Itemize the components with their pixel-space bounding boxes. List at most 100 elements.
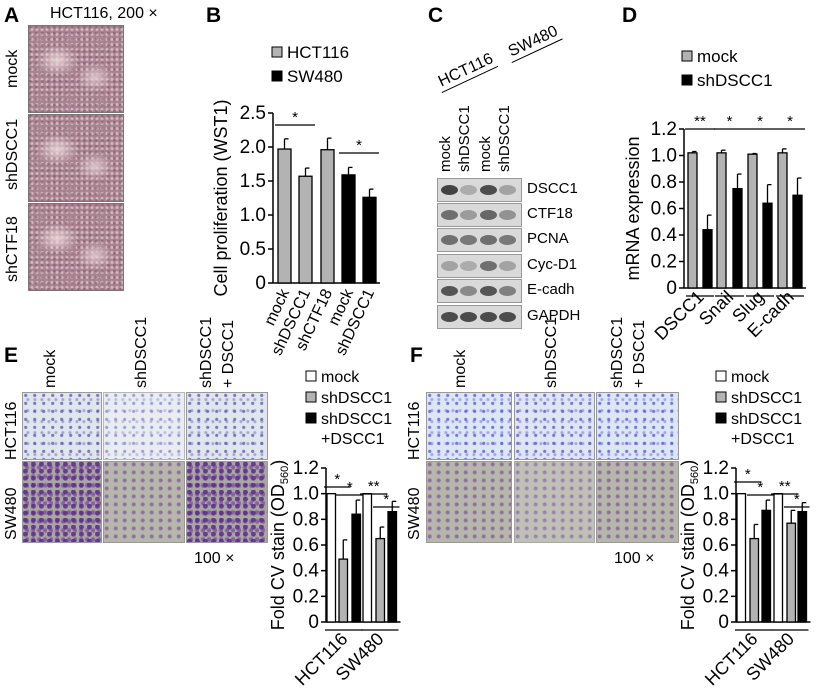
bar [387, 510, 398, 623]
y-tick-label: 1.2 [293, 458, 319, 479]
protein-label: E-cadh [527, 281, 575, 298]
micrograph-e-hct116-rescue [186, 392, 268, 460]
legend-swatch [715, 412, 727, 424]
y-axis-label-text: mRNA expression [623, 136, 643, 280]
blot-band [460, 286, 477, 296]
y-tick-label: 2.0 [240, 137, 266, 158]
y-axis-label: Fold CV stain (OD560) [268, 460, 291, 630]
significance-label: * [356, 137, 362, 154]
blot-band [499, 185, 516, 195]
blot-band [499, 210, 516, 220]
legend-swatch [715, 370, 727, 382]
blot-row-cyc-d1 [437, 254, 522, 278]
blot-band [480, 210, 497, 220]
legend-label: shDSCC1 [321, 390, 392, 407]
y-tick-label: 1.0 [651, 146, 677, 167]
magnification-label-f: 100 × [614, 550, 655, 567]
bar [761, 509, 772, 623]
bar [375, 537, 386, 623]
protein-label: Cyc-D1 [527, 256, 578, 273]
y-tick-label: 1.2 [703, 458, 729, 479]
y-tick-label: 0.4 [703, 561, 730, 582]
blot-band [441, 261, 458, 271]
bar [797, 510, 808, 623]
micrograph-e-hct116-mock [22, 392, 102, 460]
bar [320, 149, 335, 284]
legend-label: shDSCC1 [321, 411, 392, 428]
legend-label: mock [697, 47, 738, 66]
blot-band [441, 235, 458, 245]
blot-band [499, 312, 516, 322]
legend-label: shDSCC1 [731, 390, 802, 407]
chart-f: 00.20.40.60.81.01.2 ** ***HCT116SW480Fold … [678, 369, 811, 689]
y-tick-label: 0.6 [293, 535, 319, 556]
bar [732, 187, 743, 289]
blot-band [480, 286, 497, 296]
y-tick-label: 0.2 [651, 252, 677, 273]
significance-label: * [383, 491, 389, 508]
y-axis-label-end: ) [678, 460, 698, 466]
significance-label: * [794, 491, 800, 508]
y-tick-label: 0.8 [703, 509, 729, 530]
bar [326, 493, 337, 623]
y-tick-label: 0 [255, 273, 266, 294]
micrograph-e-sw480-shdscc1 [103, 461, 185, 543]
blot-band [460, 185, 477, 195]
y-tick-label: 0.2 [293, 586, 319, 607]
blot-band [441, 312, 458, 322]
y-tick-label: 0.6 [703, 535, 729, 556]
legend-swatch [305, 391, 317, 403]
y-tick-label: 0.4 [651, 225, 678, 246]
panel-label-d: D [622, 4, 638, 27]
legend-swatch [305, 412, 317, 424]
chart-b: 00.51.01.52.02.5 **mockshDSCC1shCTF18mock… [211, 43, 380, 358]
micrograph-shdscc1 [28, 114, 124, 202]
legend-label: HCT116 [287, 43, 349, 62]
micrograph-f-sw480-shdscc1 [514, 461, 595, 543]
protein-label: CTF18 [527, 205, 573, 222]
blot-band [441, 185, 458, 195]
bar [777, 152, 788, 289]
y-tick-label: 0.8 [293, 509, 319, 530]
legend-swatch [305, 370, 317, 382]
panel-a-title: HCT116, 200 × [50, 5, 158, 22]
blot-band [499, 235, 516, 245]
bar [298, 175, 313, 284]
protein-label: PCNA [527, 230, 569, 247]
y-axis-label-text: Fold CV stain (OD [268, 484, 288, 630]
bar [702, 229, 713, 289]
bar [716, 152, 727, 289]
y-axis-label: mRNA expression [623, 136, 643, 280]
blot-band [460, 235, 477, 245]
y-tick-label: 1.2 [651, 119, 677, 140]
significance-label: * [334, 471, 340, 488]
bar [362, 493, 373, 623]
blot-band [480, 235, 497, 245]
y-axis-label-text: Cell proliferation (WST1) [211, 99, 231, 296]
legend-label: mock [731, 369, 770, 386]
y-tick-label: 0.5 [240, 239, 266, 260]
blot-row-dscc1 [437, 178, 522, 202]
bar [341, 174, 356, 284]
legend-label-line2: +DSCC1 [321, 431, 385, 448]
panel-label-b: B [206, 4, 222, 27]
significance-label: ** [694, 113, 706, 130]
legend-swatch [271, 70, 283, 82]
y-tick-label: 0.2 [703, 586, 729, 607]
y-tick-label: 1.0 [240, 205, 266, 226]
bar [687, 152, 698, 289]
blot-row-pcna [437, 228, 522, 252]
blot-band [480, 312, 497, 322]
legend-label: shDSCC1 [731, 411, 802, 428]
blot-row-e-cadh [437, 279, 522, 303]
y-tick-label: 0 [666, 278, 677, 299]
legend-swatch [271, 46, 283, 58]
micrograph-f-hct116-mock [426, 392, 512, 460]
panel-label-e: E [4, 344, 19, 367]
bar [792, 194, 803, 289]
blot-band [460, 312, 477, 322]
magnification-label-e: 100 × [194, 550, 235, 567]
significance-label: * [757, 113, 763, 130]
bar [786, 522, 797, 623]
